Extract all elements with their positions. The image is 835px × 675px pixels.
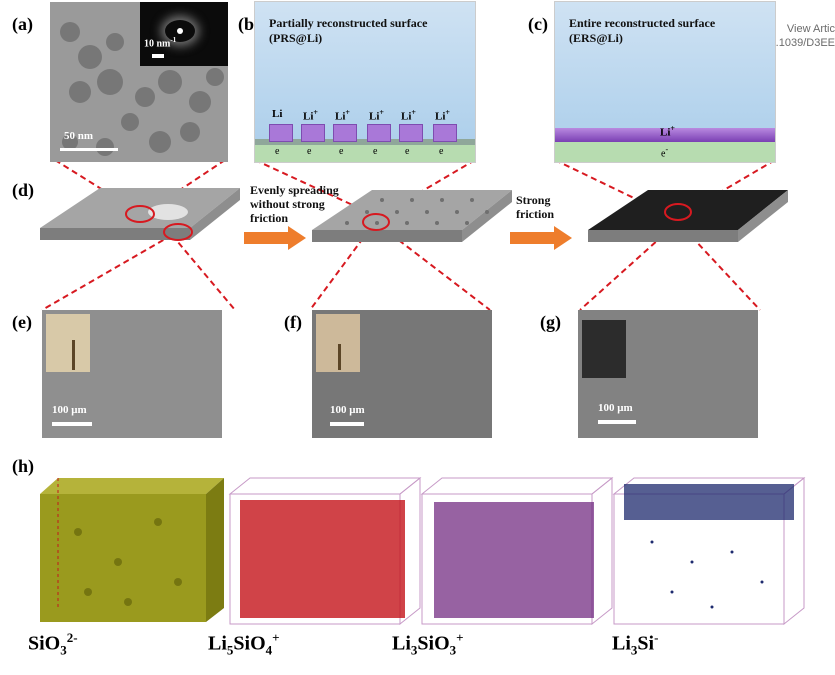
panel-label-c: (c) [528, 14, 548, 34]
sem-image-f: 100 μm [312, 310, 492, 438]
panel-label-e: (e) [12, 312, 32, 332]
cube-li3si [612, 476, 806, 626]
foil-photo-e [46, 314, 90, 372]
diffraction-inset: 10 nm-1 [140, 2, 228, 66]
ers-schematic: Entire reconstructed surface (ERS@Li) Li+… [554, 1, 776, 163]
arrow2-text: Strong friction [516, 193, 554, 221]
tem-image: 10 nm-1 50 nm [50, 2, 228, 162]
species-label-li3si: Li3Si- [612, 630, 659, 658]
view-article-link[interactable]: View Artic [786, 23, 835, 35]
species-label-sio3: SiO32- [28, 630, 78, 658]
sem-image-g: 100 μm [578, 310, 758, 438]
arrow1-text: Evenly spreading without strong friction [250, 183, 339, 225]
panel-label-h: (h) [12, 456, 34, 476]
prs-schematic: Partially reconstructed surface (PRS@Li) … [254, 1, 476, 163]
panel-label-d: (d) [12, 180, 34, 200]
tem-scale-bar [60, 148, 118, 151]
panel-label-g: (g) [540, 312, 561, 332]
right-arrow-icon [244, 226, 306, 250]
tem-scale-text: 50 nm [64, 130, 94, 142]
sem-image-e: 100 μm [42, 310, 222, 438]
species-label-li3sio3: Li3SiO3+ [392, 630, 464, 658]
inset-scale-text: 10 nm-1 [144, 36, 177, 50]
ers-title: Entire reconstructed surface (ERS@Li) [569, 16, 716, 45]
sem-scale-text-f: 100 μm [330, 404, 365, 416]
cube-sio3 [40, 478, 224, 622]
plate-black [588, 190, 788, 242]
species-label-li5sio4: Li5SiO4+ [208, 630, 280, 658]
plate-dotted [312, 190, 512, 242]
right-arrow-icon [510, 226, 572, 250]
sem-scale-text-e: 100 μm [52, 404, 87, 416]
foil-photo-g [582, 320, 626, 378]
cube-li5sio4 [228, 476, 422, 626]
panel-label-f: (f) [284, 312, 302, 332]
plate-bare [40, 188, 240, 241]
cube-li3sio3 [420, 476, 614, 626]
panel-label-a: (a) [12, 14, 33, 34]
prs-title: Partially reconstructed surface (PRS@Li) [269, 16, 428, 45]
sem-scale-text-g: 100 μm [598, 402, 633, 414]
